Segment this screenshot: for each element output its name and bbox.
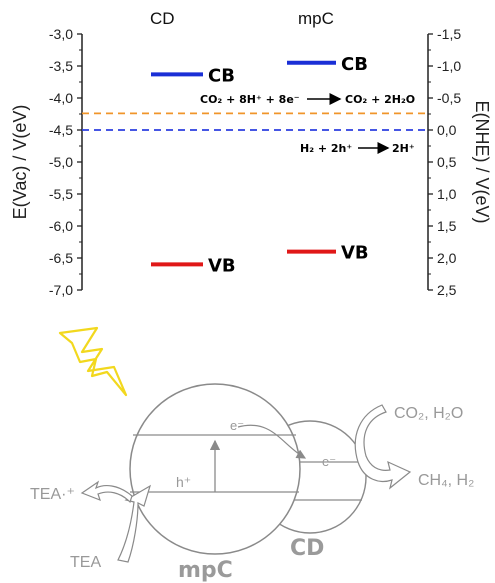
left-tick-label: -7,0 [49, 282, 73, 298]
transferred-electron-label: e⁻ [322, 454, 336, 469]
left-tick-label: -4,0 [49, 90, 73, 106]
energy-diagram: CD mpC -3,0-3,5-4,0-4,5-5,0-5,5-6,0-6,5-… [10, 9, 492, 298]
redox-lines [82, 112, 428, 131]
band-label-vb: VB [208, 255, 236, 276]
tea-oxidized-arrow [80, 480, 133, 504]
right-tick-label: 2,5 [437, 282, 457, 298]
left-tick-label: -6,5 [49, 250, 73, 266]
right-tick-label: 2,0 [437, 250, 457, 266]
reactants-label: CO₂, H₂O [394, 405, 463, 422]
column-header-mpc: mpC [298, 9, 334, 28]
right-axis-ticks: -1,5 -1,0 -0,5 0,0 0,5 1,0 1,5 2,0 2,5 [428, 26, 461, 298]
column-header-cd: CD [150, 9, 175, 28]
left-tick-label: -5,5 [49, 186, 73, 202]
right-tick-label: 1,5 [437, 218, 457, 234]
left-tick-label: -3,5 [49, 58, 73, 74]
left-axis-ticks: -3,0 -3,5 -4,0 -4,5 -5,0 -5,5 -6,0 -6,5 -7,0 [49, 26, 82, 298]
products-label: CH₄, H₂ [418, 472, 474, 489]
tea-label: TEA [70, 554, 101, 571]
tea-input-arrow [117, 484, 152, 563]
right-axis-title: E(NHE) / V(eV) [472, 100, 492, 223]
lightning-bolt-icon [58, 326, 128, 397]
co2-reduction-left: CO₂ + 8H⁺ + 8e⁻ [200, 93, 300, 106]
electron-transfer-arrow [237, 424, 307, 459]
left-tick-label: -4,5 [49, 122, 73, 138]
left-axis-title: E(Vac) / V(eV) [10, 105, 30, 220]
band-label-cb: CB [208, 65, 235, 86]
h2-evolution-right: 2H⁺ [392, 142, 415, 155]
right-tick-label: 0,0 [437, 122, 457, 138]
h2-evolution-left: H₂ + 2h⁺ [300, 142, 352, 155]
left-tick-label: -3,0 [49, 26, 73, 42]
band-levels: CB VB CB VB [151, 54, 369, 276]
mpc-particle-label: mpC [178, 558, 233, 583]
right-tick-label: 0,5 [437, 154, 457, 170]
right-tick-label: -1,0 [437, 58, 461, 74]
right-tick-label: -0,5 [437, 90, 461, 106]
cd-particle-label: CD [290, 536, 324, 561]
band-label-vb: VB [341, 243, 369, 264]
right-tick-label: -1,5 [437, 26, 461, 42]
photocatalysis-scheme: e⁻ e⁻ h⁺ TEA·⁺ TEA CO₂, H₂O CH₄, H₂ mpC … [30, 326, 474, 583]
tea-oxidized-label: TEA·⁺ [30, 486, 75, 503]
co2-reduction-right: CO₂ + 2H₂O [345, 93, 415, 106]
band-label-cb: CB [341, 54, 368, 75]
right-tick-label: 1,0 [437, 186, 457, 202]
left-tick-label: -6,0 [49, 218, 73, 234]
hole-label: h⁺ [176, 474, 191, 490]
co2-reduction-arrow [354, 404, 412, 490]
electron-label: e⁻ [230, 418, 244, 433]
left-tick-label: -5,0 [49, 154, 73, 170]
